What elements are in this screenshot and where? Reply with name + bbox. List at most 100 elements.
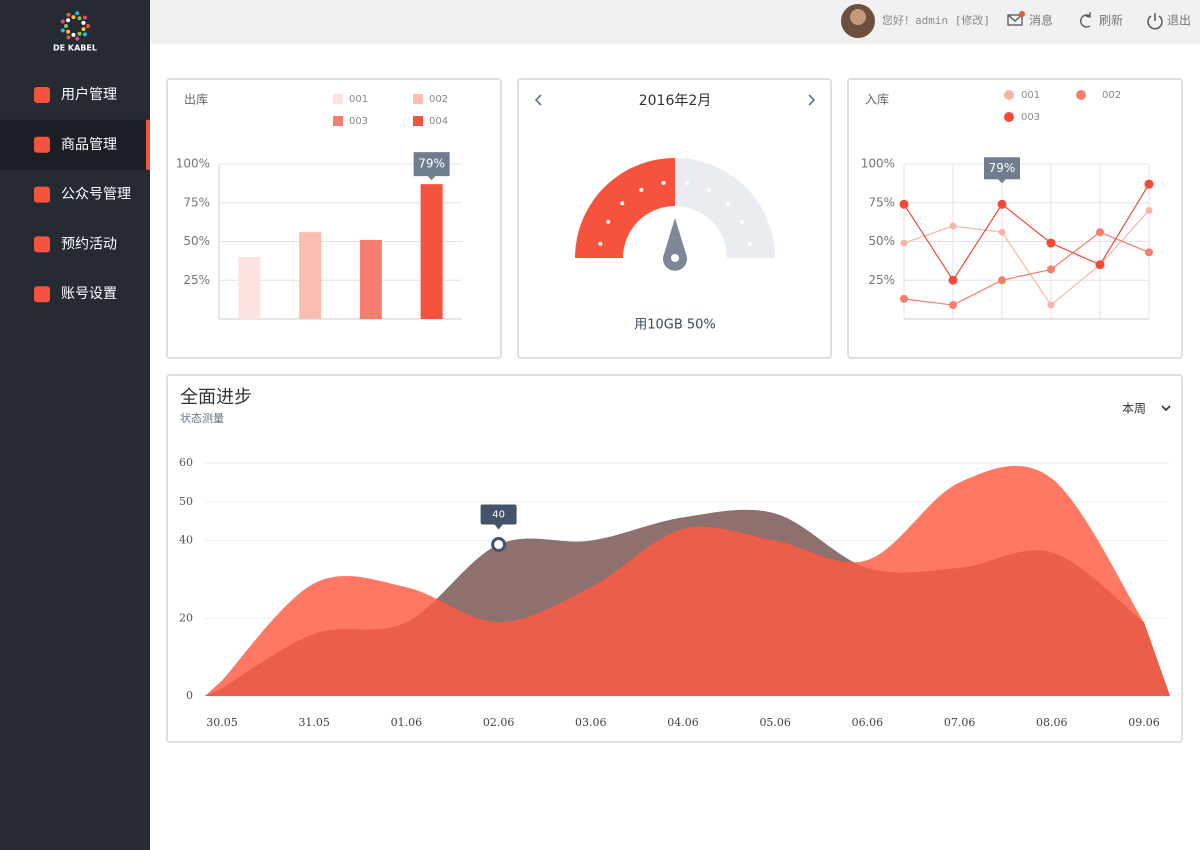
point xyxy=(1145,207,1153,214)
gauge-dot xyxy=(639,187,644,192)
tooltip: 79% xyxy=(989,161,1016,175)
top-bar xyxy=(150,0,1200,44)
brand: DE KABEL xyxy=(53,44,97,53)
menu-icon xyxy=(34,136,50,153)
x-tick-label: 31.05 xyxy=(298,716,330,729)
logout[interactable]: 退出 xyxy=(1167,14,1191,28)
y-tick-label: 75% xyxy=(868,195,895,209)
logo-dot xyxy=(64,24,68,28)
point xyxy=(899,199,909,209)
next-arrow[interactable] xyxy=(808,94,816,106)
line xyxy=(903,183,1150,282)
point xyxy=(900,239,908,247)
x-tick-label: 02.06 xyxy=(483,716,515,729)
x-tick-label: 07.06 xyxy=(944,716,976,729)
refresh-icon[interactable] xyxy=(1080,12,1091,28)
logo-dot xyxy=(71,15,76,20)
gauge-dot xyxy=(707,188,712,193)
active-indicator xyxy=(146,119,150,170)
marker xyxy=(491,537,507,553)
power-icon[interactable] xyxy=(1147,13,1163,30)
mail-icon-flap xyxy=(1007,14,1023,22)
logo-dot xyxy=(75,36,80,41)
y-tick-label: 60 xyxy=(179,456,193,469)
legend-label: 001 xyxy=(349,94,368,105)
y-tick-label: 0 xyxy=(186,689,193,702)
gauge-title: 2016年2月 xyxy=(639,93,712,109)
logo-dot xyxy=(66,18,71,23)
point xyxy=(948,275,958,285)
logo-dot xyxy=(66,12,71,17)
point xyxy=(998,276,1006,285)
prev-arrow[interactable] xyxy=(534,94,542,106)
mail-icon[interactable] xyxy=(1007,14,1023,26)
point xyxy=(1144,179,1154,189)
x-tick-label: 05.06 xyxy=(759,716,791,729)
line xyxy=(903,210,1150,306)
gauge-dot xyxy=(726,201,731,206)
legend-label: 004 xyxy=(429,116,448,127)
y-tick-label: 40 xyxy=(179,534,193,547)
logo-dot xyxy=(81,27,86,32)
legend-label: 003 xyxy=(1021,112,1040,123)
greeting[interactable]: 您好！admin [修改] xyxy=(882,13,990,27)
tooltip: 40 xyxy=(492,510,505,521)
gauge-needle xyxy=(663,218,688,271)
x-tick-label: 04.06 xyxy=(667,716,699,729)
gauge-label: 用10GB 50% xyxy=(634,318,716,333)
logo-dot xyxy=(77,16,82,21)
chart-title: 入库 xyxy=(865,92,889,107)
logo-dot xyxy=(66,29,71,34)
point xyxy=(1095,260,1105,270)
point xyxy=(1046,238,1056,248)
gauge-dot xyxy=(661,180,666,185)
logo-dot xyxy=(81,20,86,25)
gauge-dot xyxy=(747,242,752,247)
point xyxy=(949,301,957,310)
tooltip-bg xyxy=(984,157,1020,180)
point xyxy=(998,228,1006,236)
legend-swatch xyxy=(1004,90,1014,100)
avatar-face xyxy=(850,9,866,25)
gauge-pivot xyxy=(671,254,679,262)
y-tick-label: 100% xyxy=(861,157,895,171)
dropdown-arrow[interactable] xyxy=(1161,405,1171,412)
menu-item[interactable]: 预约活动 xyxy=(61,236,117,252)
logo-dot xyxy=(60,28,65,33)
y-tick-label: 25% xyxy=(868,273,895,287)
messages[interactable]: 消息 xyxy=(1029,13,1053,28)
refresh[interactable]: 刷新 xyxy=(1099,13,1123,28)
menu-icon xyxy=(34,186,50,203)
legend-swatch xyxy=(413,94,423,104)
menu-item[interactable]: 账号设置 xyxy=(61,286,117,302)
logo-dot xyxy=(75,11,80,16)
point xyxy=(997,199,1007,209)
menu-item[interactable]: 用户管理 xyxy=(61,86,117,103)
tooltip-pointer xyxy=(494,524,503,530)
point xyxy=(949,222,957,230)
legend-label: 002 xyxy=(429,94,448,105)
y-tick-label: 50% xyxy=(183,234,210,248)
legend-label: 003 xyxy=(349,116,368,127)
menu-item[interactable]: 商品管理 xyxy=(61,137,117,153)
x-tick-label: 03.06 xyxy=(575,716,607,729)
bar xyxy=(238,257,261,319)
point xyxy=(1047,301,1055,309)
logo-dot xyxy=(82,15,87,20)
point xyxy=(1145,248,1153,257)
gauge-dot xyxy=(620,201,625,206)
logo-dot xyxy=(86,24,90,28)
y-tick-label: 75% xyxy=(183,195,210,209)
chart-subtitle: 状态测量 xyxy=(180,411,224,425)
logo-dot xyxy=(77,31,82,36)
period-select[interactable]: 本周 xyxy=(1122,402,1146,416)
legend-swatch xyxy=(1004,112,1014,122)
gauge-track xyxy=(675,158,775,258)
y-tick-label: 25% xyxy=(183,273,210,287)
legend-swatch xyxy=(333,116,343,126)
gauge-dot xyxy=(684,180,689,185)
legend-label: 002 xyxy=(1102,90,1121,101)
gauge-dot xyxy=(740,220,745,225)
menu-item[interactable]: 公众号管理 xyxy=(61,187,131,203)
